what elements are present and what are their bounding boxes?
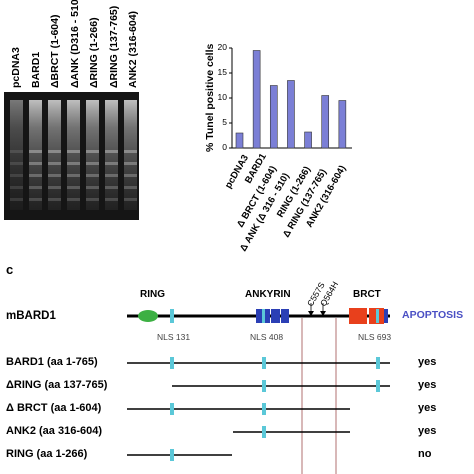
gel-band bbox=[86, 150, 99, 153]
chart-ytick-label: 0 bbox=[222, 142, 227, 152]
apoptosis-label: APOPTOSIS bbox=[402, 309, 464, 321]
chart-bar bbox=[269, 85, 278, 149]
gel-band bbox=[86, 162, 99, 165]
panel-c-label: c bbox=[6, 262, 14, 277]
construct-nls-marker bbox=[170, 403, 174, 415]
gel-band bbox=[48, 198, 61, 201]
brct-domain-label: BRCT bbox=[353, 289, 381, 300]
gel-band bbox=[67, 174, 80, 177]
construct-nls-marker bbox=[376, 357, 380, 369]
nls-label-131: NLS 131 bbox=[157, 332, 191, 342]
gel-band bbox=[105, 174, 118, 177]
construct-apoptosis-result: yes bbox=[418, 379, 437, 391]
construct-nls-marker bbox=[262, 380, 266, 392]
construct-name: Δ BRCT (aa 1-604) bbox=[6, 402, 102, 414]
gel-band bbox=[29, 162, 42, 165]
gel-band bbox=[105, 150, 118, 153]
construct-nls-marker bbox=[262, 403, 266, 415]
gel-band bbox=[86, 198, 99, 201]
gel-band bbox=[124, 186, 137, 189]
construct-nls-marker bbox=[170, 357, 174, 369]
gel-band bbox=[48, 162, 61, 165]
construct-nls-marker bbox=[262, 357, 266, 369]
gel-band bbox=[124, 198, 137, 201]
gel-band bbox=[124, 162, 137, 165]
chart-bar bbox=[321, 95, 330, 149]
chart-bar bbox=[304, 131, 312, 149]
gel-band bbox=[105, 162, 118, 165]
chart-bar bbox=[338, 100, 347, 149]
gel-band bbox=[29, 150, 42, 153]
gel-band bbox=[67, 162, 80, 165]
nls-marker-408 bbox=[262, 309, 265, 323]
gel-band bbox=[67, 198, 80, 201]
gel-band bbox=[105, 186, 118, 189]
construct-apoptosis-result: no bbox=[418, 448, 432, 460]
gel-band bbox=[10, 198, 23, 201]
gel-band bbox=[48, 150, 61, 153]
gel-band bbox=[124, 150, 137, 153]
chart-ytick-label: 5 bbox=[222, 117, 227, 127]
gel-band bbox=[86, 186, 99, 189]
chart-bar bbox=[252, 50, 261, 149]
gel-lane bbox=[86, 100, 99, 210]
chart-bar bbox=[287, 80, 295, 149]
construct-name: BARD1 (aa 1-765) bbox=[6, 356, 98, 368]
chart-ytick-label: 15 bbox=[217, 67, 227, 77]
ring-domain bbox=[138, 310, 158, 322]
ring-domain-label: RING bbox=[140, 289, 165, 300]
construct-name: RING (aa 1-266) bbox=[6, 448, 88, 460]
gel-lane bbox=[48, 100, 61, 210]
construct-nls-marker bbox=[170, 449, 174, 461]
chart-bar bbox=[235, 132, 244, 149]
gel-band bbox=[86, 174, 99, 177]
gel-lane bbox=[10, 100, 23, 210]
brct-domain-1 bbox=[349, 308, 367, 324]
gel-lane bbox=[29, 100, 42, 210]
construct-nls-marker bbox=[262, 426, 266, 438]
construct-name: ΔRING (aa 137-765) bbox=[6, 379, 108, 391]
nls-label-693: NLS 693 bbox=[358, 332, 392, 342]
construct-nls-marker bbox=[376, 380, 380, 392]
gel-lane bbox=[67, 100, 80, 210]
nls-label-408: NLS 408 bbox=[250, 332, 284, 342]
gel-band bbox=[124, 174, 137, 177]
gel-band bbox=[10, 162, 23, 165]
gel-band bbox=[67, 150, 80, 153]
nls-marker-131 bbox=[170, 309, 174, 323]
ankyrin-domain-label: ANKYRIN bbox=[245, 289, 291, 300]
gel-band bbox=[29, 198, 42, 201]
gel-band bbox=[10, 174, 23, 177]
nls-marker-693 bbox=[376, 309, 379, 323]
chart-ytick-label: 10 bbox=[217, 92, 227, 102]
construct-name: ANK2 (aa 316-604) bbox=[6, 425, 102, 437]
gel-band bbox=[29, 174, 42, 177]
gel-band bbox=[105, 198, 118, 201]
gel-band bbox=[48, 174, 61, 177]
gel-band bbox=[29, 186, 42, 189]
gel-band bbox=[48, 186, 61, 189]
chart-ytick-label: 20 bbox=[217, 42, 227, 52]
construct-apoptosis-result: yes bbox=[418, 402, 437, 414]
gel-band bbox=[67, 186, 80, 189]
gel-band bbox=[10, 150, 23, 153]
protein-label: mBARD1 bbox=[6, 310, 56, 322]
gel-lane bbox=[124, 100, 137, 210]
gel-lane bbox=[105, 100, 118, 210]
gel-band bbox=[10, 186, 23, 189]
construct-apoptosis-result: yes bbox=[418, 425, 437, 437]
construct-apoptosis-result: yes bbox=[418, 356, 437, 368]
